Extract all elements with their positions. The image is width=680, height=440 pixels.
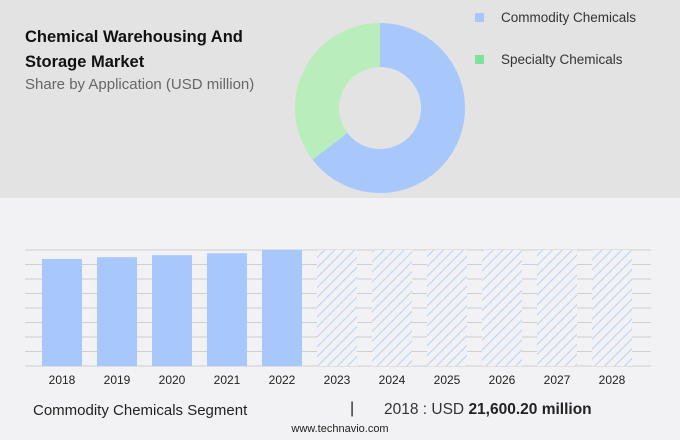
x-label: 2026 [489,373,516,387]
year-label: 2018 : USD [384,401,469,418]
x-axis-labels: 2018 2019 2020 2021 2022 2023 2024 2025 2026 2027… [49,373,626,387]
legend-swatch-icon [475,54,484,64]
bar-chart: 2018 2019 2020 2021 2022 2023 2024 2025 2026 2027… [25,249,651,387]
chart-title: Chemical Warehousing And Storage Market [25,28,243,71]
x-label: 2027 [544,373,571,387]
donut-slice-specialty [295,23,380,160]
legend-label: Specialty Chemicals [501,52,623,67]
bar-2018 [42,258,82,366]
bar-2022 [262,250,302,366]
x-label: 2024 [379,373,406,387]
x-label: 2023 [324,373,351,387]
x-label: 2022 [269,373,296,387]
website-link[interactable]: www.technavio.com [291,423,389,435]
value-amount: 21,600.20 million [468,401,592,418]
bar-2026 [482,250,522,366]
segment-value: 2018 : USD 21,600.20 million [384,401,592,419]
bar-2024 [372,250,412,366]
x-label: 2021 [214,373,241,387]
chart-subtitle: Share by Application (USD million) [25,76,255,93]
bar-2019 [97,257,137,366]
bar-2025 [427,250,467,366]
legend-label: Commodity Chemicals [501,10,637,25]
bar-2020 [152,255,192,366]
bars [42,250,632,366]
bar-2021 [207,253,247,366]
legend-item-commodity: Commodity Chemicals [475,10,636,25]
x-label: 2020 [159,373,186,387]
x-label: 2028 [599,373,626,387]
segment-label: Commodity Chemicals Segment [33,402,248,419]
bar-2023 [317,250,357,366]
legend-item-specialty: Specialty Chemicals [475,52,623,67]
donut-slice-commodity [312,23,465,194]
x-label: 2019 [104,373,131,387]
bar-2027 [537,250,577,366]
x-label: 2018 [49,373,76,387]
legend-swatch-icon [475,12,484,22]
bar-2028 [592,250,632,366]
donut-chart [295,23,465,194]
footer-separator: | [350,400,355,417]
x-label: 2025 [434,373,461,387]
